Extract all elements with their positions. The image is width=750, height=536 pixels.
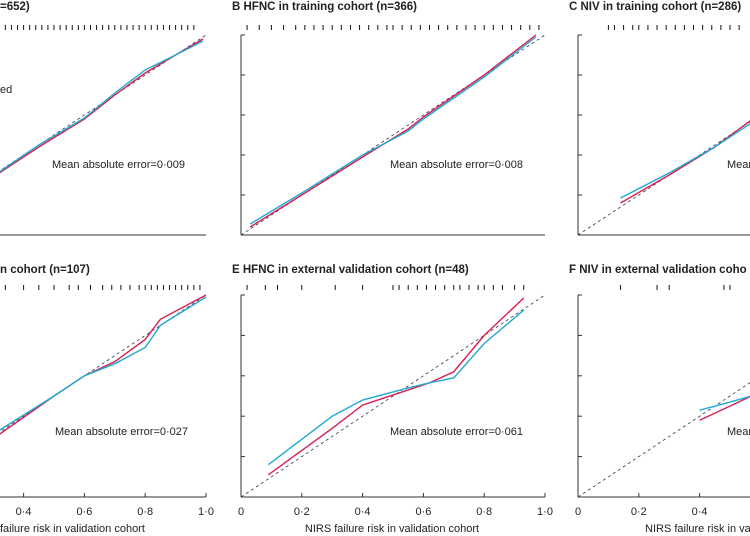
x-tick-label: 0·2 bbox=[631, 506, 647, 518]
reference-line bbox=[577, 382, 750, 498]
x-tick-label: 0·4 bbox=[692, 506, 708, 518]
panel-title: E HFNC in external validation cohort (n=… bbox=[232, 264, 469, 276]
x-tick-label: 0·4 bbox=[355, 506, 371, 518]
reference-line bbox=[0, 294, 207, 433]
x-tick-label: 0·6 bbox=[76, 506, 92, 518]
annotation: Mean absolute error=0·009 bbox=[52, 159, 185, 171]
legend-text: ed bbox=[0, 84, 12, 96]
calibration-curve bbox=[699, 395, 750, 421]
calibration-curve bbox=[0, 38, 204, 174]
calibration-curve bbox=[249, 34, 537, 228]
x-tick-label: 1·0 bbox=[198, 506, 214, 518]
calibration-curve bbox=[0, 40, 204, 173]
annotation: Mean bbox=[727, 426, 750, 438]
x-tick-label: 0·2 bbox=[294, 506, 310, 518]
reference-line bbox=[0, 34, 207, 172]
x-axis-label: NIRS failure risk in validation cohort bbox=[305, 523, 479, 535]
annotation: Mean absolute error=0·008 bbox=[390, 159, 523, 171]
panel-title: B HFNC in training cohort (n=366) bbox=[232, 1, 417, 13]
calibration-curve bbox=[249, 36, 537, 225]
reference-line bbox=[240, 294, 546, 498]
panel-title: =652) bbox=[0, 1, 30, 13]
x-tick-label: 0 bbox=[575, 506, 581, 518]
panel-title: C NIV in training cohort (n=286) bbox=[569, 1, 741, 13]
annotation: Mean absolute error=0·061 bbox=[390, 426, 523, 438]
calibration-curve bbox=[699, 395, 750, 411]
calibration-curve bbox=[267, 297, 525, 476]
x-tick-label: 0·8 bbox=[137, 506, 153, 518]
calibration-curve bbox=[0, 296, 207, 431]
x-axis-label: NIRS failure risk in validation bbox=[645, 523, 750, 535]
x-tick-label: 0·8 bbox=[476, 506, 492, 518]
reference-line bbox=[577, 121, 750, 236]
panel-title: n cohort (n=107) bbox=[0, 264, 90, 276]
x-tick-label: 0·4 bbox=[16, 506, 32, 518]
x-tick-label: 0·6 bbox=[415, 506, 431, 518]
annotation: Mean bbox=[727, 159, 750, 171]
panel-title: F NIV in external validation coho bbox=[569, 264, 747, 276]
x-tick-label: 1·0 bbox=[537, 506, 553, 518]
x-axis-label: failure risk in validation cohort bbox=[0, 523, 145, 535]
calibration-curve bbox=[620, 120, 750, 204]
annotation: Mean absolute error=0·027 bbox=[55, 426, 188, 438]
calibration-curve bbox=[267, 309, 525, 466]
x-tick-label: 0 bbox=[238, 506, 244, 518]
calibration-curve bbox=[620, 123, 750, 199]
